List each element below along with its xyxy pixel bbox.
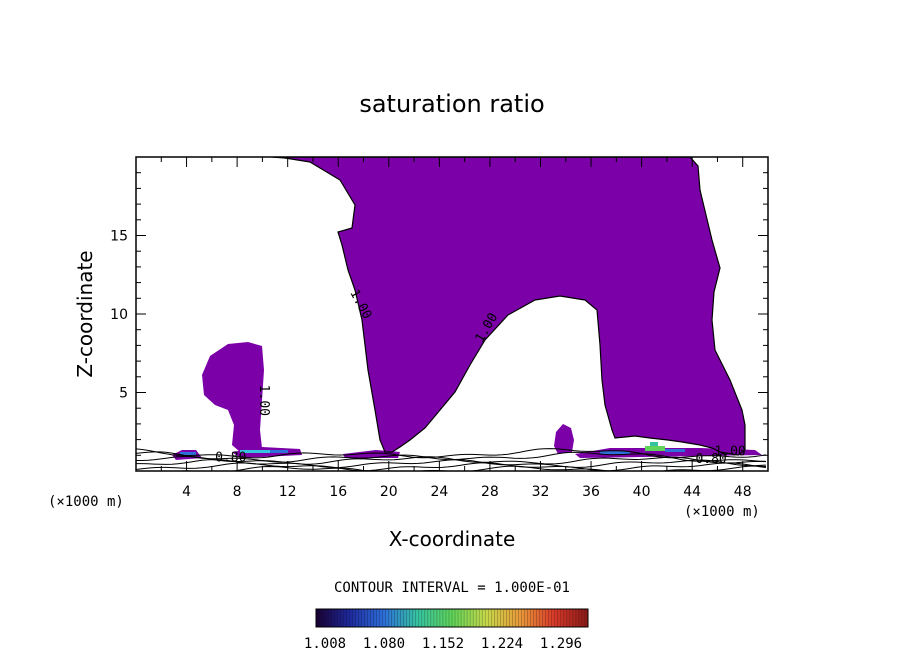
x-tick-label: 4 [182,484,191,500]
spot-mid-2 [270,450,288,453]
y-tick-label: 5 [119,386,128,402]
x-unit-label-left: (×1000 m) [48,494,124,510]
contour-line [136,448,767,459]
colorbar-frame [315,608,589,628]
colorbar-tick-label: 1.080 [363,636,405,652]
contour-label: 1.00 [714,444,745,459]
x-tick-label: 16 [329,484,347,500]
x-tick-label: 28 [481,484,499,500]
y-axis-label: Z-coordinate [73,250,97,377]
colorbar-bands [318,609,586,627]
spot-left [180,452,196,456]
colorbar-gradient [316,609,588,627]
contour-outlines [271,157,746,456]
colorbar [315,608,589,628]
colorbar-tick-label: 1.152 [422,636,464,652]
spot-right-4 [665,449,685,452]
contour-line [173,465,767,471]
contour-outline-main [271,157,746,456]
spot-right-1 [600,451,630,454]
x-tick-label: 32 [532,484,550,500]
y-tick-label: 10 [110,307,128,323]
contour-label: 0.80 [695,452,726,467]
contour-line [136,456,767,465]
x-tick-label: 40 [633,484,651,500]
x-tick-label: 24 [430,484,448,500]
spot-right-2 [645,446,665,451]
x-tick-label: 20 [380,484,398,500]
y-axis-ticks: 5 10 15 [110,172,768,456]
contour-line [136,462,767,471]
y-tick-label: 15 [110,229,128,245]
contour-line [136,451,767,463]
spot-mid [240,450,270,453]
x-axis-label: X-coordinate [389,527,516,551]
spot-right-3 [650,442,658,446]
x-tick-label: 36 [582,484,600,500]
supersaturation-left-bulb [202,342,264,452]
chart-title: saturation ratio [359,90,544,118]
contour-interval-label: CONTOUR INTERVAL = 1.000E-01 [334,580,570,596]
colorbar-tick-label: 1.008 [304,636,346,652]
colorbar-tick-labels: 1.008 1.080 1.152 1.224 1.296 [304,636,582,652]
contour-label: 0.80 [215,451,246,466]
supersaturation-small-blob [554,424,574,454]
x-unit-label-right: (×1000 m) [684,504,760,520]
low-level-contour-lines [136,448,767,471]
colorbar-tick-label: 1.296 [540,636,582,652]
colorbar-tick-label: 1.224 [481,636,523,652]
x-tick-label: 12 [279,484,297,500]
x-axis-ticks: 4 8 12 16 20 24 28 32 36 40 44 48 [160,157,752,500]
x-tick-label: 44 [683,484,701,500]
x-tick-label: 8 [233,484,242,500]
contour-label: 1.00 [256,385,271,416]
x-tick-label: 48 [734,484,752,500]
